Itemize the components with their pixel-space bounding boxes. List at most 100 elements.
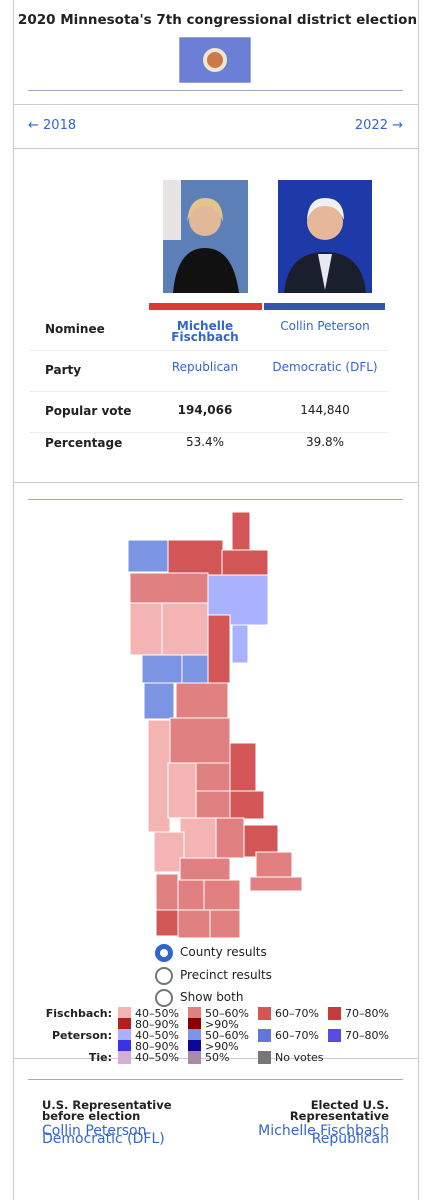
legend-label: 60–70% [275,1029,319,1042]
divider [28,1079,403,1080]
county [195,762,231,792]
legend-swatch [118,1040,131,1053]
legend-swatch [188,1051,201,1064]
radio-button[interactable] [155,966,173,985]
legend-label: 40–50% [135,1051,179,1064]
row-divider [30,350,388,351]
legend-label: 80–90% [135,1018,179,1031]
legend-swatch [258,1007,271,1020]
county [141,654,183,684]
table-cell: 39.8% [305,435,345,449]
legend-label: 50% [205,1051,230,1064]
title: 2020 Minnesota's 7th congressional distr… [17,12,418,28]
legend-swatch [328,1007,341,1020]
county [195,790,231,820]
incumbent-party[interactable]: Democratic (DFL) [42,1131,165,1147]
legend-swatch [258,1051,271,1064]
candidate-photo [163,180,248,293]
legend-swatch [328,1029,341,1042]
table-cell: 53.4% [185,435,225,449]
table-cell: 194,066 [177,403,233,417]
legend-label: >90% [205,1018,239,1031]
legend-swatch [188,1018,201,1031]
winner-party[interactable]: Republican [311,1131,389,1147]
legend-label: 40–50% [135,1029,179,1042]
radio-button[interactable] [155,989,173,1007]
legend-group-label: Fischbach: [45,1007,112,1020]
county [169,717,231,764]
footer-heading: Elected U.S. Representative [289,1098,389,1123]
legend-group-label: Peterson: [51,1029,112,1042]
legend-label: 70–80% [345,1029,389,1042]
county [255,851,293,878]
county [231,511,251,553]
row-label: Nominee [45,322,105,336]
county [167,539,224,576]
candidates-box [13,148,419,483]
county [129,602,163,656]
table-cell[interactable]: Democratic (DFL) [272,360,378,374]
radio-label[interactable]: Precinct results [180,967,272,982]
incumbent-name[interactable]: Collin Peterson [42,1123,147,1139]
map-box [13,482,419,1059]
county [207,614,231,684]
legend-swatch [188,1007,201,1020]
county [161,602,209,656]
legend-label: 60–70% [275,1007,319,1020]
county [215,817,245,859]
legend-swatch [118,1029,131,1042]
legend-swatch [118,1051,131,1064]
title-box [13,0,419,105]
radio-label[interactable]: County results [180,945,267,959]
legend-label: 80–90% [135,1040,179,1053]
divider [28,499,403,500]
table-cell[interactable]: Michelle Fischbach [171,319,239,344]
row-label: Popular vote [45,404,132,418]
divider [28,90,403,91]
row-divider [30,432,388,433]
county [203,879,241,911]
next-link[interactable]: 2022 → [354,118,403,133]
nav-box [13,104,419,149]
county [167,762,197,819]
legend-label: No votes [275,1051,324,1064]
county [153,831,185,873]
party-color [149,303,262,310]
county [179,817,217,859]
legend-label: 40–50% [135,1007,179,1020]
table-cell[interactable]: Republican [171,360,239,374]
county [231,624,249,664]
row-divider [30,391,388,392]
table-cell[interactable]: Collin Peterson [280,319,370,333]
county [209,909,241,939]
winner-name[interactable]: Michelle Fischbach [258,1123,389,1139]
footer-box [13,1058,419,1200]
radio-button[interactable] [155,944,173,962]
county-map [127,511,303,939]
legend-label: 50–60% [205,1007,249,1020]
footer-heading: U.S. Representative before election [42,1098,172,1123]
county [155,873,179,911]
county [143,682,175,720]
county [177,909,211,939]
county [127,539,169,573]
radio-label[interactable]: Show both [180,990,244,1004]
legend-group-label: Tie: [88,1051,112,1064]
county [129,572,209,606]
row-label: Percentage [45,436,123,450]
county [229,742,257,792]
candidate-photo [278,180,372,293]
county [177,879,205,911]
county [249,876,303,892]
table-cell: 144,840 [300,403,350,417]
county [155,909,179,937]
legend-swatch [118,1018,131,1031]
county [147,719,171,833]
legend-swatch [188,1029,201,1042]
legend-swatch [118,1007,131,1020]
legend-swatch [258,1029,271,1042]
prev-link[interactable]: ← 2018 [28,118,77,133]
legend-label: >90% [205,1040,239,1053]
legend-label: 50–60% [205,1029,249,1042]
